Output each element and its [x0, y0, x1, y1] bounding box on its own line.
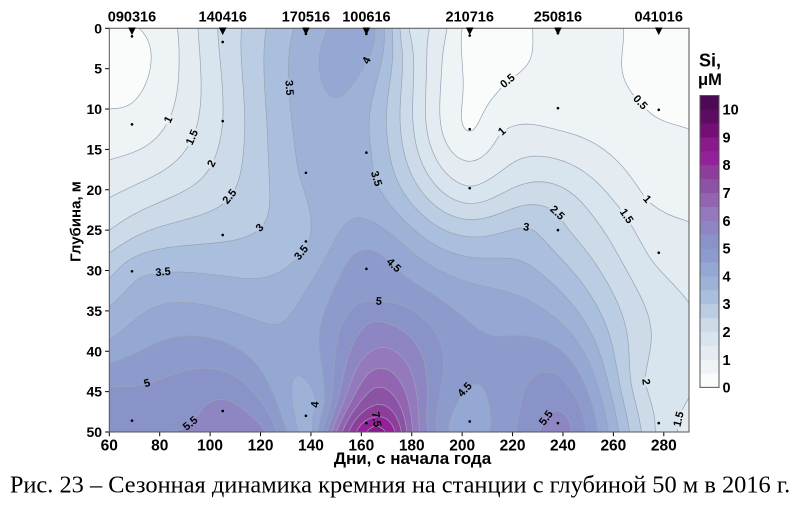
svg-text:100616: 100616 [342, 10, 390, 26]
svg-text:5: 5 [143, 377, 152, 390]
svg-text:40: 40 [87, 343, 103, 359]
svg-text:170516: 170516 [282, 10, 330, 26]
svg-text:2: 2 [639, 378, 652, 385]
svg-text:280: 280 [651, 437, 677, 454]
svg-text:090316: 090316 [108, 10, 156, 26]
svg-text:3: 3 [723, 297, 731, 313]
svg-text:7.5: 7.5 [369, 411, 383, 428]
svg-text:80: 80 [151, 437, 168, 454]
svg-text:60: 60 [101, 437, 118, 454]
svg-text:5: 5 [94, 61, 102, 77]
svg-text:Дни, с начала года: Дни, с начала года [334, 449, 492, 468]
svg-text:4: 4 [360, 54, 374, 66]
svg-text:5: 5 [375, 296, 382, 308]
svg-text:8: 8 [723, 158, 731, 174]
svg-text:140416: 140416 [199, 10, 247, 26]
svg-text:220: 220 [500, 437, 526, 454]
svg-text:210716: 210716 [446, 10, 494, 26]
svg-text:200: 200 [449, 437, 475, 454]
svg-text:20: 20 [87, 182, 103, 198]
svg-text:100: 100 [197, 437, 223, 454]
svg-text:240: 240 [550, 437, 576, 454]
svg-text:7: 7 [723, 186, 731, 202]
svg-text:120: 120 [248, 437, 274, 454]
svg-text:1.5: 1.5 [671, 410, 686, 428]
svg-text:10: 10 [723, 103, 739, 119]
svg-text:180: 180 [399, 437, 425, 454]
svg-text:Рис. 23 – Сезонная динамика кр: Рис. 23 – Сезонная динамика кремния на с… [10, 472, 790, 499]
svg-text:35: 35 [87, 303, 103, 319]
svg-text:0: 0 [94, 20, 102, 36]
svg-text:6: 6 [723, 214, 731, 230]
svg-text:10: 10 [87, 101, 103, 117]
svg-text:Si,: Si, [699, 51, 721, 71]
svg-text:4: 4 [723, 269, 731, 285]
svg-text:5: 5 [723, 242, 731, 258]
svg-text:4: 4 [309, 400, 322, 408]
svg-text:0: 0 [723, 381, 731, 397]
svg-text:1: 1 [723, 353, 731, 369]
svg-text:1: 1 [162, 114, 175, 125]
svg-text:25: 25 [87, 222, 103, 238]
svg-text:250816: 250816 [534, 10, 582, 26]
svg-text:3.5: 3.5 [155, 266, 171, 279]
svg-text:45: 45 [87, 384, 103, 400]
svg-text:Глубина, м: Глубина, м [67, 181, 84, 262]
svg-text:2: 2 [723, 325, 731, 341]
svg-text:9: 9 [723, 130, 731, 146]
svg-text:3: 3 [522, 221, 530, 234]
svg-text:2: 2 [205, 158, 218, 169]
svg-text:3.5: 3.5 [282, 80, 295, 96]
svg-text:1.5: 1.5 [184, 128, 201, 147]
svg-text:30: 30 [87, 263, 103, 279]
svg-text:041016: 041016 [635, 10, 683, 26]
svg-text:140: 140 [298, 437, 324, 454]
svg-text:15: 15 [87, 141, 103, 157]
svg-text:50: 50 [87, 424, 103, 440]
svg-text:μM: μM [698, 71, 722, 89]
svg-text:260: 260 [600, 437, 626, 454]
svg-text:160: 160 [348, 437, 374, 454]
svg-text:3.5: 3.5 [368, 170, 384, 188]
